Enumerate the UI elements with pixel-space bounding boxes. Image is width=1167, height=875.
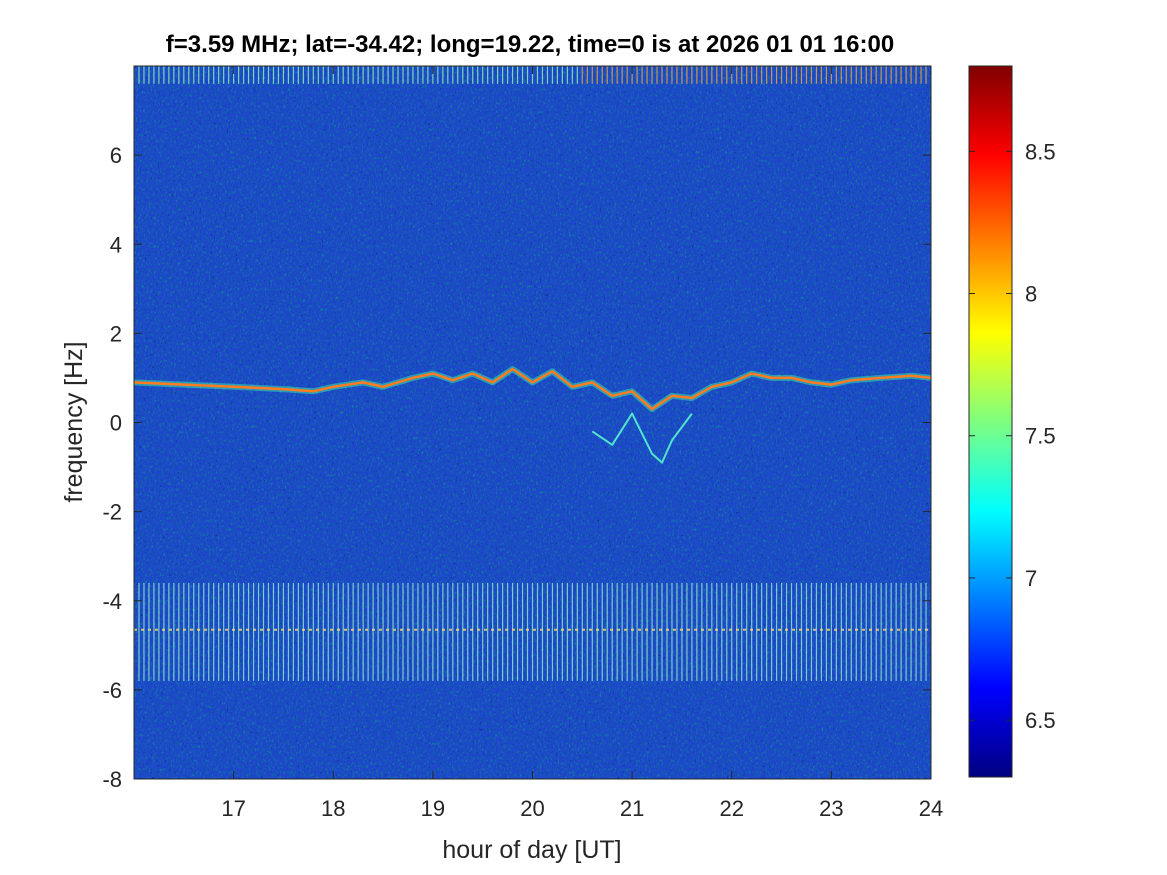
chart-title: f=3.59 MHz; lat=-34.42; long=19.22, time… xyxy=(166,31,894,58)
doppler-trace xyxy=(134,367,931,411)
colorbar-fill xyxy=(968,65,1013,778)
colorbar-ticks: 6.5 7 7.5 8 8.5 xyxy=(969,139,1056,733)
x-tick-label: 18 xyxy=(321,796,345,821)
y-tick-label: 4 xyxy=(110,232,122,257)
colorbar-tick-label: 6.5 xyxy=(1025,708,1056,733)
x-axis-label: hour of day [UT] xyxy=(442,836,621,864)
x-tick-label: 21 xyxy=(620,796,644,821)
y-tick-label: -8 xyxy=(102,767,122,792)
colorbar-tick-label: 7 xyxy=(1025,566,1037,591)
y-tick-label: 2 xyxy=(110,321,122,346)
x-tick-label: 24 xyxy=(919,796,943,821)
y-axis: -8 -6 -4 -2 0 2 4 6 xyxy=(102,143,931,792)
spread-feature xyxy=(591,412,693,464)
y-tick-label: 6 xyxy=(110,143,122,168)
plot-area xyxy=(134,66,931,779)
y-tick-label: -2 xyxy=(102,500,122,525)
colorbar-tick-label: 7.5 xyxy=(1025,424,1056,449)
spectrogram-marks xyxy=(134,66,931,681)
x-tick-label: 22 xyxy=(720,796,744,821)
y-axis-label: frequency [Hz] xyxy=(60,341,88,502)
colorbar: 6.5 7 7.5 8 8.5 xyxy=(968,65,1056,778)
colorbar-tick-label: 8.5 xyxy=(1025,139,1056,164)
x-tick-label: 19 xyxy=(421,796,445,821)
x-tick-label: 20 xyxy=(520,796,544,821)
y-tick-label: -4 xyxy=(102,589,122,614)
x-tick-label: 23 xyxy=(819,796,843,821)
x-axis: 17 18 19 20 21 22 23 24 xyxy=(221,66,943,821)
y-tick-label: -6 xyxy=(102,678,122,703)
x-tick-label: 17 xyxy=(221,796,245,821)
colorbar-tick-label: 8 xyxy=(1025,282,1037,307)
y-tick-label: 0 xyxy=(110,411,122,436)
